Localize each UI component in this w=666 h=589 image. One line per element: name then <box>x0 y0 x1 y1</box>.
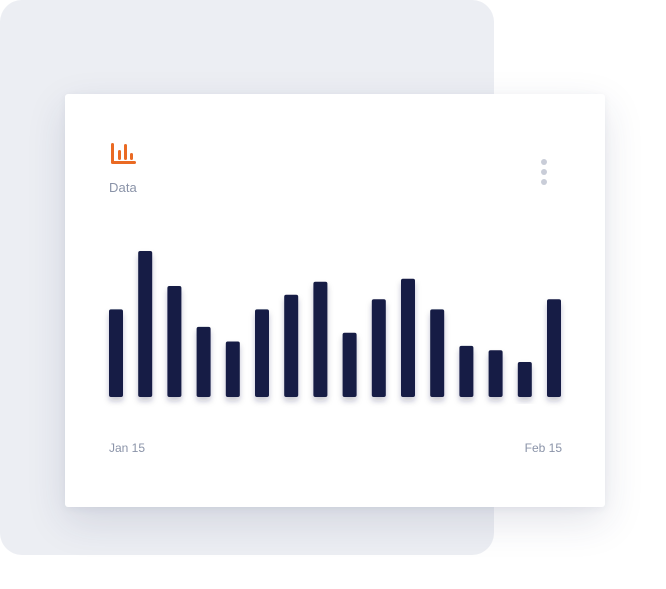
card-title: Data <box>109 180 137 195</box>
bar-9 <box>342 332 357 397</box>
bar-6 <box>255 309 269 397</box>
bar-16 <box>547 299 561 397</box>
more-vertical-icon <box>541 179 547 185</box>
bar-4 <box>196 326 211 397</box>
data-card: Data Jan 15 Feb 15 <box>65 94 605 507</box>
bar-13 <box>459 345 474 397</box>
x-axis-end-label: Feb 15 <box>524 441 562 455</box>
more-vertical-icon <box>541 169 547 175</box>
x-axis-start-label: Jan 15 <box>109 441 146 455</box>
bar-3 <box>167 286 182 397</box>
bar-chart <box>109 251 561 397</box>
bar-11 <box>401 278 415 397</box>
bar-7 <box>284 294 299 397</box>
bar-8 <box>313 281 328 397</box>
bar-2 <box>138 251 153 397</box>
bar-12 <box>430 309 445 397</box>
more-options-button[interactable] <box>535 156 553 188</box>
bar-10 <box>371 299 386 397</box>
bar-14 <box>488 350 503 397</box>
bar-15 <box>517 362 532 397</box>
bars-group <box>109 251 561 397</box>
bar-chart-icon <box>111 143 136 164</box>
bar-1 <box>109 309 123 397</box>
bar-5 <box>225 341 240 397</box>
more-vertical-icon <box>541 159 547 165</box>
